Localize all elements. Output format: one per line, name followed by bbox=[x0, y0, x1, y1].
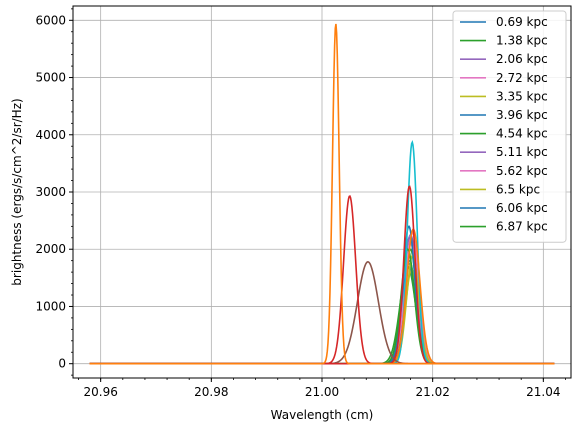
legend-label: 2.06 kpc bbox=[496, 52, 548, 66]
x-tick-label: 21.02 bbox=[415, 385, 449, 399]
y-tick-label: 3000 bbox=[35, 185, 66, 199]
legend-label: 1.38 kpc bbox=[496, 34, 548, 48]
y-tick-label: 2000 bbox=[35, 242, 66, 256]
legend-label: 3.96 kpc bbox=[496, 108, 548, 122]
legend-label: 5.62 kpc bbox=[496, 164, 548, 178]
y-tick-label: 0 bbox=[58, 357, 66, 371]
x-tick-label: 20.96 bbox=[83, 385, 117, 399]
x-axis-label: Wavelength (cm) bbox=[271, 408, 374, 422]
y-tick-label: 4000 bbox=[35, 128, 66, 142]
x-tick-label: 21.00 bbox=[305, 385, 339, 399]
y-tick-label: 5000 bbox=[35, 71, 66, 85]
legend-label: 5.11 kpc bbox=[496, 145, 548, 159]
legend-label: 6.06 kpc bbox=[496, 201, 548, 215]
legend-label: 6.87 kpc bbox=[496, 220, 548, 234]
x-tick-label: 20.98 bbox=[194, 385, 228, 399]
y-tick-label: 1000 bbox=[35, 299, 66, 313]
legend-label: 6.5 kpc bbox=[496, 182, 540, 196]
x-tick-label: 21.04 bbox=[526, 385, 560, 399]
legend-label: 3.35 kpc bbox=[496, 89, 548, 103]
legend-label: 0.69 kpc bbox=[496, 15, 548, 29]
plot-lines bbox=[89, 23, 555, 365]
legend-label: 2.72 kpc bbox=[496, 71, 548, 85]
axis-ticks: 20.96 20.98 21.00 21.02 21.04 0 1000 2000 3000 40… bbox=[35, 8, 566, 399]
series-line bbox=[89, 23, 555, 365]
legend-box bbox=[452, 10, 567, 243]
legend: 0.69 kpc 1.38 kpc 2.06 kpc 2.72 kpc 3.35 kpc… bbox=[452, 10, 567, 243]
y-tick-label: 6000 bbox=[35, 13, 66, 27]
legend-label: 4.54 kpc bbox=[496, 127, 548, 141]
y-axis-label: brightness (ergs/s/cm^2/sr/Hz) bbox=[10, 98, 24, 285]
